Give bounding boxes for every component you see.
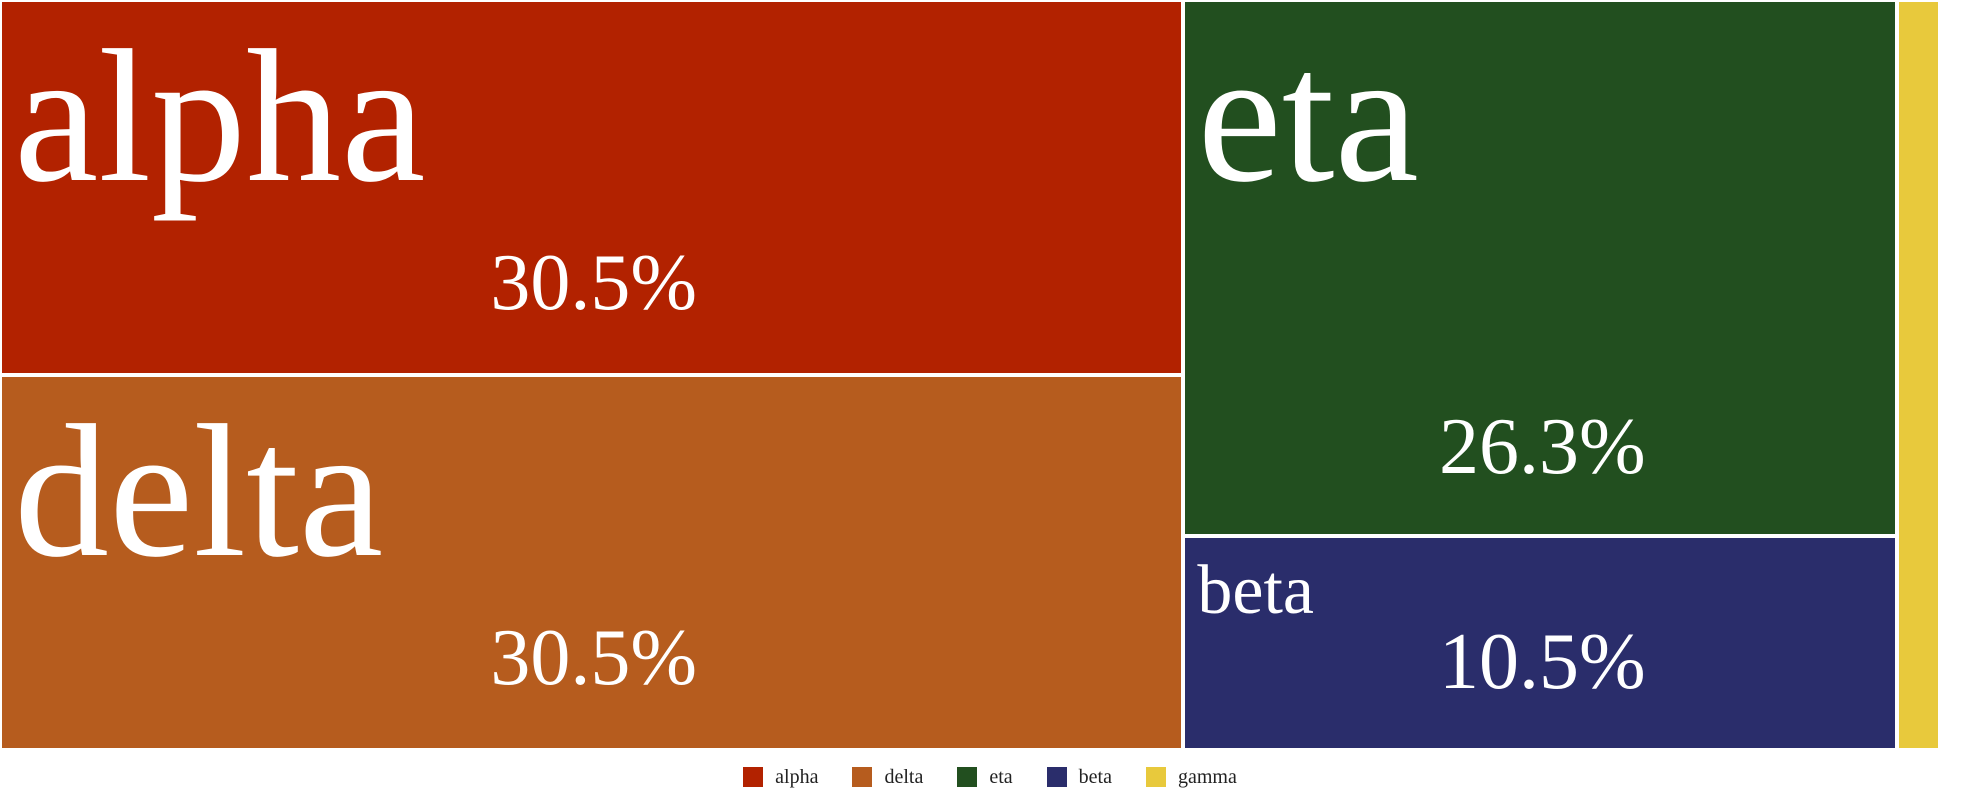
legend-item-delta: delta [852,766,923,789]
legend-swatch [852,767,873,787]
legend-item-beta: beta [1046,765,1112,789]
legend-swatch [1145,767,1166,787]
treemap-cell-delta: delta 30.5% [0,375,1184,750]
treemap-cell-gamma [1897,0,1940,750]
legend-item-alpha: alpha [743,766,818,789]
legend-label: alpha [775,765,819,788]
cell-value-label: 30.5% [490,614,698,703]
legend-swatch [957,767,978,787]
cell-value-label: 30.5% [490,239,698,328]
legend-label: eta [989,765,1013,788]
cell-name-label: alpha [14,12,426,222]
legend-item-gamma: gamma [1145,765,1237,789]
treemap-cell-alpha: alpha 30.5% [0,0,1184,375]
cell-name-label: delta [14,387,384,597]
legend-swatch [1046,767,1067,787]
cell-name-label: eta [1197,12,1419,222]
legend-swatch [743,767,764,787]
legend-item-eta: eta [957,765,1013,789]
legend-label: beta [1078,765,1112,788]
legend-label: delta [884,765,924,788]
cell-value-label: 10.5% [1439,618,1646,707]
legend-label: gamma [1177,765,1237,788]
legend: alpha delta eta beta gamma [0,763,1980,791]
cell-value-label: 26.3% [1439,402,1646,491]
treemap-cell-beta: beta 10.5% [1183,536,1898,750]
cell-name-label: beta [1197,552,1314,629]
treemap-cell-eta: eta 26.3% [1183,0,1898,536]
